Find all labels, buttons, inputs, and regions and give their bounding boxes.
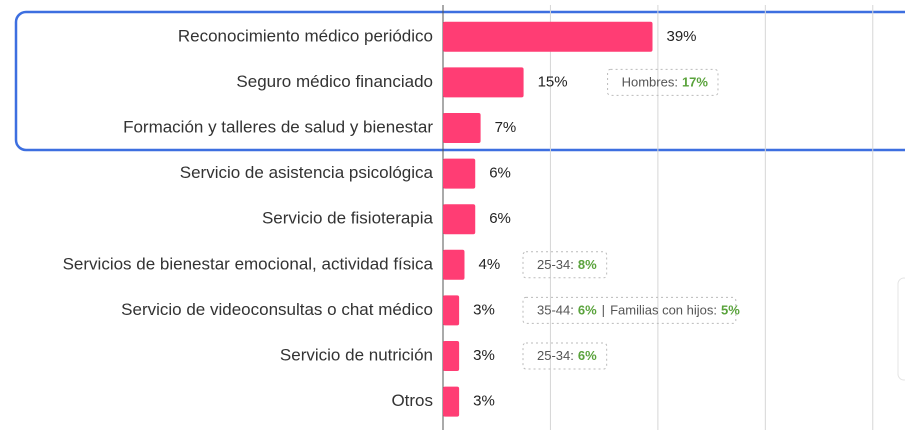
note: Hombres: 17% (607, 68, 719, 96)
note-highlight: 8% (578, 257, 597, 272)
note: 25-34: 6% (522, 342, 608, 370)
value-label: 4% (478, 256, 500, 273)
bar (443, 158, 476, 189)
category-label: Servicios de bienestar emocional, activi… (63, 254, 434, 273)
note-text: Hombres: 17% (622, 75, 709, 90)
bar (443, 204, 476, 235)
category-label: Servicio de videoconsultas o chat médico (121, 300, 433, 319)
note-label: 35-44: (537, 303, 574, 318)
bar (443, 386, 460, 417)
category-label: Formación y talleres de salud y bienesta… (123, 117, 433, 136)
category-label: Reconocimiento médico periódico (178, 26, 433, 45)
bar (443, 341, 460, 371)
value-label: 6% (489, 210, 511, 227)
category-label: Seguro médico financiado (236, 72, 433, 91)
side-panel (897, 277, 905, 381)
note-highlight: 17% (682, 75, 708, 90)
note-highlight: 6% (578, 348, 597, 363)
note-text: 35-44: 6% | Familias con hijos: 5% (537, 303, 740, 318)
note: 35-44: 6% | Familias con hijos: 5% (522, 296, 740, 324)
note-label: Familias con hijos: (610, 303, 717, 318)
value-label: 3% (473, 347, 495, 364)
bar (443, 295, 460, 326)
value-label: 39% (667, 28, 697, 45)
bar (443, 67, 524, 98)
bar (443, 21, 653, 52)
note-box (522, 342, 608, 370)
note-label: 25-34: (537, 348, 574, 363)
note-text: 25-34: 6% (537, 348, 597, 363)
note: 25-34: 8% (522, 251, 608, 279)
category-label: Servicio de asistencia psicológica (180, 163, 434, 182)
note-text: 25-34: 8% (537, 257, 597, 272)
note-box (522, 251, 608, 279)
note-box (607, 68, 719, 96)
bar (443, 249, 465, 280)
note-label: 25-34: (537, 257, 574, 272)
note-label: Hombres: (622, 75, 678, 90)
value-label: 3% (473, 301, 495, 318)
value-label: 15% (538, 73, 568, 90)
value-label: 7% (495, 119, 517, 136)
value-label: 6% (489, 165, 511, 182)
value-label: 3% (473, 393, 495, 410)
note-separator: | (602, 303, 605, 318)
note-highlight: 5% (721, 303, 740, 318)
category-label: Otros (391, 391, 433, 410)
category-label: Servicio de fisioterapia (262, 209, 434, 228)
note-box (522, 296, 737, 324)
note-highlight: 6% (578, 303, 597, 318)
category-label: Servicio de nutrición (280, 345, 433, 364)
highlight-frame (14, 10, 905, 152)
bar (443, 113, 481, 143)
